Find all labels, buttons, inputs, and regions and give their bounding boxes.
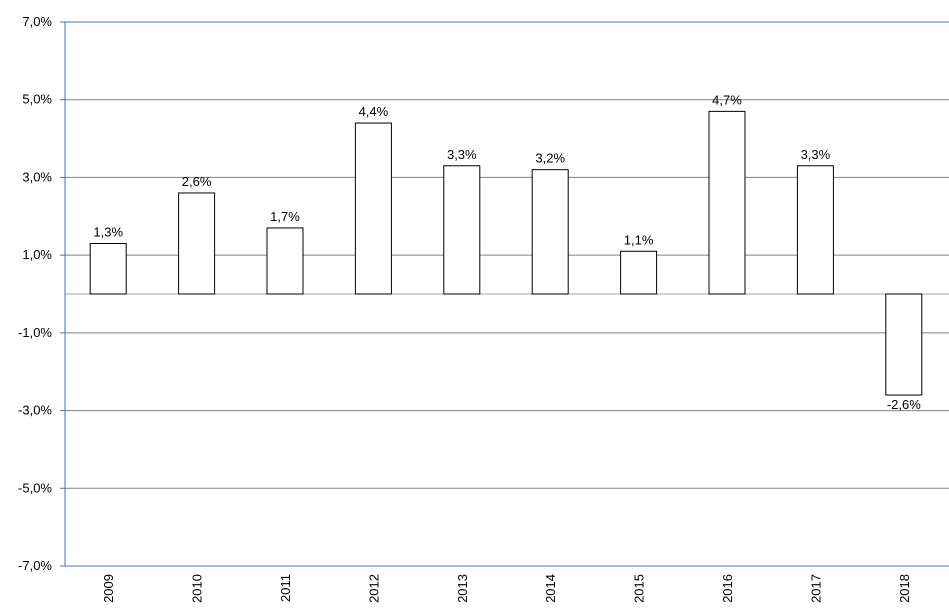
- y-tick-label: 1,0%: [22, 247, 52, 262]
- data-label-2015: 1,1%: [624, 232, 654, 247]
- category-label-2012: 2012: [366, 574, 381, 603]
- data-label-2017: 3,3%: [801, 147, 831, 162]
- category-label-2014: 2014: [543, 574, 558, 603]
- y-tick-label: -1,0%: [18, 325, 52, 340]
- bar-2018: [885, 293, 923, 396]
- bar-2011: [266, 227, 304, 295]
- data-labels: 1,3% 2,6% 1,7% 4,4% 3,3% 3,2% 1,1% 4,7% 3,3% -2,6…: [93, 92, 921, 412]
- bar-2016: [708, 110, 746, 295]
- data-label-2014: 3,2%: [535, 151, 565, 166]
- data-label-2016: 4,7%: [712, 92, 742, 107]
- y-tick-label: 5,0%: [22, 92, 52, 107]
- data-label-2012: 4,4%: [359, 104, 389, 119]
- data-label-2009: 1,3%: [93, 224, 123, 239]
- bar-2013: [443, 165, 481, 295]
- data-label-2018: -2,6%: [887, 397, 921, 412]
- category-labels: 2009 2010 2011 2012 2013 2014 2015 2016 2017 2018: [101, 574, 912, 603]
- bar-2012: [354, 122, 392, 295]
- category-label-2009: 2009: [101, 574, 116, 603]
- category-label-2016: 2016: [720, 574, 735, 603]
- category-label-2017: 2017: [808, 574, 823, 603]
- category-label-2015: 2015: [632, 574, 647, 603]
- category-label-2013: 2013: [455, 574, 470, 603]
- data-label-2013: 3,3%: [447, 147, 477, 162]
- y-tick-label: -7,0%: [18, 558, 52, 573]
- y-tick-labels: 7,0% 5,0% 3,0% 1,0% -1,0% -3,0% -5,0% -7,0%: [18, 14, 52, 573]
- category-label-2010: 2010: [190, 574, 205, 603]
- bar-2017: [796, 165, 834, 295]
- bar-2015: [620, 250, 658, 295]
- category-label-2018: 2018: [897, 574, 912, 603]
- data-label-2011: 1,7%: [270, 209, 300, 224]
- y-tick-label: 3,0%: [22, 169, 52, 184]
- axes: [60, 21, 949, 567]
- category-label-2011: 2011: [278, 574, 293, 602]
- y-tick-label: 7,0%: [22, 14, 52, 29]
- bar-2010: [178, 192, 216, 295]
- data-label-2010: 2,6%: [182, 174, 212, 189]
- y-tick-label: -5,0%: [18, 480, 52, 495]
- y-tick-label: -3,0%: [18, 403, 52, 418]
- bar-2014: [531, 169, 569, 295]
- bars: [89, 110, 923, 396]
- bar-2009: [89, 242, 127, 295]
